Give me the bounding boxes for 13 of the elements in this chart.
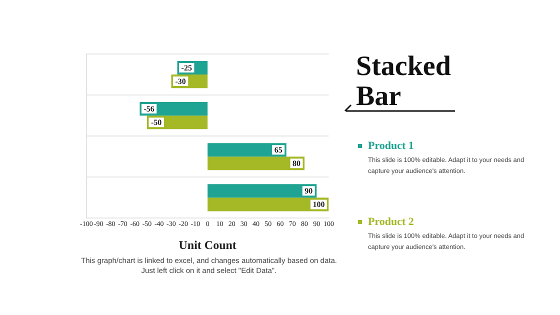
bar [208, 184, 317, 198]
data-label: 80 [292, 158, 301, 168]
data-label: -50 [150, 118, 162, 127]
legend-label: Product 1 [368, 140, 414, 152]
data-label: 100 [312, 200, 325, 210]
text: Stacked Bar [356, 51, 452, 112]
data-label: 90 [304, 186, 313, 196]
x-axis-title: Unit Count [178, 238, 236, 252]
data-label: -56 [144, 104, 154, 114]
data-label: 65 [274, 145, 282, 154]
data-label: -25 [181, 63, 192, 72]
data-label: -30 [175, 76, 186, 86]
legend-label: Product 2 [368, 216, 414, 228]
